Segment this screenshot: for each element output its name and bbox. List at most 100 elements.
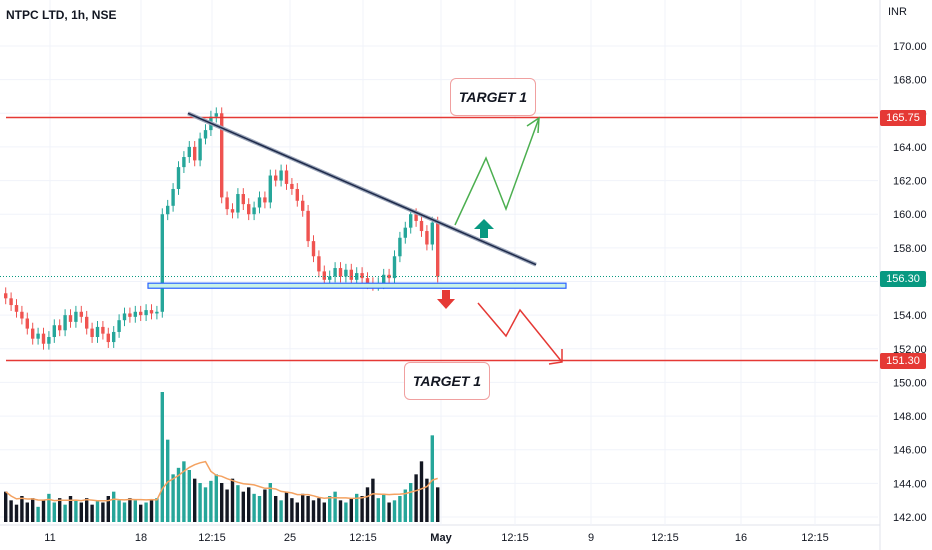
x-tick-label: 25	[284, 532, 296, 544]
candle-body	[436, 222, 440, 277]
ticker-title: NTPC LTD, 1h, NSE	[6, 8, 117, 22]
target-lower-text: TARGET 1	[412, 373, 482, 389]
candle-body	[355, 273, 359, 280]
volume-bar	[306, 496, 310, 522]
volume-bar	[187, 470, 191, 522]
candle-body	[236, 194, 240, 213]
candle-body	[101, 326, 105, 334]
candle-body	[90, 328, 94, 338]
x-tick-label: 12:15	[651, 532, 679, 544]
volume-bar	[4, 491, 8, 522]
candle-body	[133, 311, 137, 317]
price-tag-current: 156.30	[880, 271, 926, 287]
volume-bar	[193, 478, 197, 522]
volume-bar	[436, 487, 440, 522]
volume-bar	[425, 478, 429, 522]
volume-bar	[333, 491, 337, 522]
candle-body	[187, 146, 191, 158]
volume-bar	[106, 496, 110, 522]
candle-body	[182, 157, 186, 168]
candle-body	[252, 207, 256, 215]
candle-body	[360, 273, 364, 279]
bear-arrow-icon	[437, 290, 455, 309]
volume-bar	[20, 496, 24, 522]
candle-body	[106, 333, 110, 343]
candle-body	[203, 130, 208, 139]
x-tick-label: 12:15	[349, 532, 377, 544]
candle-body	[176, 167, 181, 189]
candle-body	[317, 256, 321, 272]
volume-bar	[225, 489, 229, 522]
x-tick-label: May	[430, 532, 452, 544]
volume-bar	[176, 467, 181, 522]
volume-bar	[166, 439, 170, 522]
volume-bar	[79, 502, 83, 522]
candle-body	[47, 337, 51, 344]
volume-bar	[52, 502, 56, 522]
volume-bar	[252, 493, 256, 522]
candle-body	[85, 316, 89, 329]
candle-body	[220, 113, 224, 198]
volume-bar	[14, 504, 19, 522]
volume-bar	[382, 493, 386, 522]
volume-bar	[220, 483, 224, 522]
candle-body	[301, 200, 305, 211]
volume-ma-path	[5, 460, 438, 502]
candle-body	[41, 333, 46, 344]
grid	[0, 0, 881, 550]
volume-bar	[122, 502, 127, 522]
candle-body	[241, 194, 245, 205]
candle-body	[349, 269, 353, 280]
volume-bar	[338, 500, 343, 522]
volume-bar	[36, 506, 40, 522]
volume-bar	[290, 498, 294, 522]
y-tick-label: 168.00	[893, 75, 927, 87]
bull-arrow-icon	[474, 219, 494, 238]
candle-body	[63, 315, 67, 331]
candle-body	[263, 197, 267, 203]
candle-body	[4, 293, 8, 299]
candle-body	[409, 214, 413, 228]
candle-body	[295, 188, 299, 201]
candle-body	[74, 311, 78, 322]
volume-bar	[112, 491, 116, 522]
x-axis: 11 18 12:15 25 12:15 May 12:15 9 12:15 16 12:15	[44, 532, 828, 544]
volume-bar	[295, 502, 299, 522]
y-tick-label: 150.00	[893, 377, 927, 389]
drawings	[0, 111, 878, 365]
volume-bar	[376, 498, 380, 522]
y-tick-label: 148.00	[893, 411, 927, 423]
candle-body	[52, 325, 56, 338]
candle-body	[247, 204, 251, 215]
bear-projection	[477, 302, 563, 363]
candle-body	[414, 214, 418, 221]
volume-bar	[58, 498, 62, 522]
y-tick-label: 152.00	[893, 344, 927, 356]
volume-bar	[25, 502, 29, 522]
volume-bar	[9, 500, 13, 522]
bull-projection	[454, 117, 540, 226]
candle-body	[322, 271, 326, 280]
volume-bar	[279, 500, 283, 522]
volume-bar	[344, 502, 348, 522]
candle-body	[31, 328, 35, 339]
candle-body	[149, 310, 154, 314]
candle-body	[311, 241, 316, 257]
x-tick-label: 16	[735, 532, 747, 544]
volume-bar	[117, 500, 121, 522]
candle-body	[112, 331, 116, 343]
candle-body	[344, 269, 348, 277]
volume-bar	[360, 496, 364, 522]
candle-body	[419, 220, 424, 232]
candle-body	[14, 305, 19, 312]
x-tick-label: 12:15	[198, 532, 226, 544]
candle-body	[117, 320, 121, 332]
volume-bar	[274, 496, 278, 522]
volume-bar	[419, 461, 424, 522]
y-tick-label: 160.00	[893, 209, 927, 221]
currency-label[interactable]: INR	[888, 6, 907, 18]
volume-bar	[214, 474, 218, 522]
candle-body	[122, 313, 127, 321]
candle-body	[225, 197, 229, 210]
volume-bar	[160, 392, 164, 522]
